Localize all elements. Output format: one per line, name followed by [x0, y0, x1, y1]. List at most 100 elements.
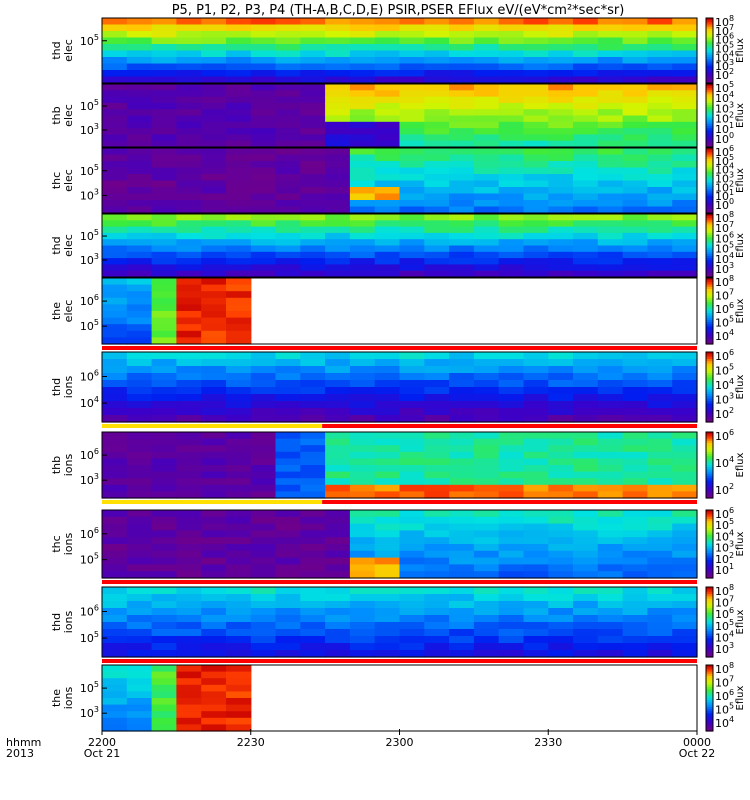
spectrogram-cell: [275, 471, 301, 479]
spectrogram-cell: [424, 270, 450, 278]
colorbar-swatch: [706, 184, 713, 188]
spectrogram-cell: [102, 70, 128, 78]
spectrogram-cell: [325, 102, 351, 110]
spectrogram-cell: [672, 96, 698, 104]
spectrogram-cell: [523, 161, 549, 169]
spectrogram-cell: [102, 284, 128, 292]
spectrogram-cell: [325, 96, 351, 104]
spectrogram-cell: [647, 18, 673, 26]
spectrogram-cell: [449, 471, 475, 479]
spectrogram-cell: [300, 451, 326, 459]
spectrogram-cell: [275, 232, 301, 240]
spectrogram-cell: [126, 451, 153, 459]
spectrogram-cell: [548, 161, 574, 169]
spectrogram-cell: [176, 465, 202, 473]
spectrogram-cell: [102, 311, 128, 319]
spectrogram-cell: [325, 465, 351, 473]
spectrogram-cell: [226, 161, 252, 169]
spectrogram-cell: [573, 96, 599, 104]
spectrogram-cell: [176, 530, 202, 538]
spectrogram-cell: [275, 571, 301, 579]
spectrogram-cell: [102, 37, 128, 45]
spectrogram-cell: [176, 478, 202, 486]
spectrogram-cell: [424, 601, 450, 609]
spectrogram-cell: [498, 438, 525, 446]
spectrogram-cell: [573, 516, 599, 525]
spectrogram-cell: [250, 140, 277, 148]
spectrogram-cell: [102, 432, 128, 440]
spectrogram-cell: [523, 96, 549, 104]
spectrogram-cell: [597, 537, 624, 545]
spectrogram-cell: [498, 251, 525, 259]
spectrogram-cell: [325, 415, 351, 423]
spectrogram-cell: [102, 636, 128, 644]
spectrogram-cell: [151, 711, 177, 719]
spectrogram-cell: [597, 50, 624, 58]
colorbar-tick-label: 105: [715, 41, 734, 56]
spectrogram-cell: [672, 37, 698, 45]
spectrogram-cell: [473, 18, 500, 26]
spectrogram-cell: [374, 31, 401, 39]
spectrogram-cell: [548, 18, 574, 26]
colorbar-swatch: [706, 59, 713, 62]
spectrogram-cell: [399, 537, 425, 545]
spectrogram-cell: [151, 161, 177, 169]
spectrogram-cell: [176, 665, 202, 673]
spectrogram-cell: [523, 167, 549, 175]
spectrogram-cell: [201, 278, 227, 286]
spectrogram-cell: [498, 154, 525, 162]
colorbar-swatch: [706, 335, 713, 338]
spectrogram-cell: [399, 373, 425, 381]
spectrogram-cell: [473, 140, 500, 148]
spectrogram-cell: [102, 471, 128, 479]
spectrogram-cell: [250, 90, 277, 98]
spectrogram-cell: [523, 200, 549, 208]
spectrogram-cell: [126, 432, 153, 440]
spectrogram-cell: [573, 408, 599, 416]
spectrogram-cell: [449, 544, 475, 552]
spectrogram-cell: [647, 63, 673, 71]
spectrogram-cell: [647, 537, 673, 545]
spectrogram-cell: [399, 615, 425, 623]
spectrogram-cell: [176, 484, 202, 492]
spectrogram-cell: [226, 284, 252, 292]
spectrogram-cell: [176, 330, 202, 338]
spectrogram-cell: [201, 161, 227, 169]
spectrogram-cell: [548, 564, 574, 572]
spectrogram-cell: [548, 478, 574, 486]
spectrogram-cell: [300, 154, 326, 162]
spectrogram-cell: [226, 352, 252, 360]
spectrogram-cell: [349, 352, 376, 360]
spectrogram-cell: [449, 408, 475, 416]
spectrogram-cell: [300, 516, 326, 525]
spectrogram-cell: [201, 167, 227, 175]
colorbar-tick-label: 103: [715, 58, 734, 73]
spectrogram-cell: [176, 643, 202, 651]
spectrogram-cell: [399, 359, 425, 367]
colorbar-swatch: [706, 361, 713, 365]
spectrogram-cell: [126, 724, 153, 732]
colorbar-swatch: [706, 624, 713, 628]
spectrogram-cell: [523, 193, 549, 201]
spectrogram-cell: [126, 37, 153, 45]
spectrogram-cell: [102, 650, 128, 658]
spectrogram-cell: [126, 214, 153, 221]
spectrogram-cell: [424, 510, 450, 518]
colorbar-swatch: [706, 571, 713, 575]
spectrogram-cell: [250, 44, 277, 52]
spectrogram-cell: [176, 193, 202, 201]
spectrogram-cell: [151, 537, 177, 545]
spectrogram-cell: [399, 380, 425, 388]
colorbar-swatch: [706, 92, 713, 96]
spectrogram-cell: [226, 57, 252, 65]
spectrogram-cell: [226, 251, 252, 259]
spectrogram-cell: [102, 445, 128, 453]
spectrogram-cell: [622, 491, 648, 499]
spectrogram-cell: [498, 258, 525, 265]
spectrogram-cell: [473, 63, 500, 71]
colorbar-swatch: [706, 63, 713, 67]
spectrogram-cell: [176, 324, 202, 332]
spectrogram-cell: [176, 251, 202, 259]
spectrogram-cell: [126, 70, 153, 78]
spectrogram-cell: [473, 601, 500, 609]
